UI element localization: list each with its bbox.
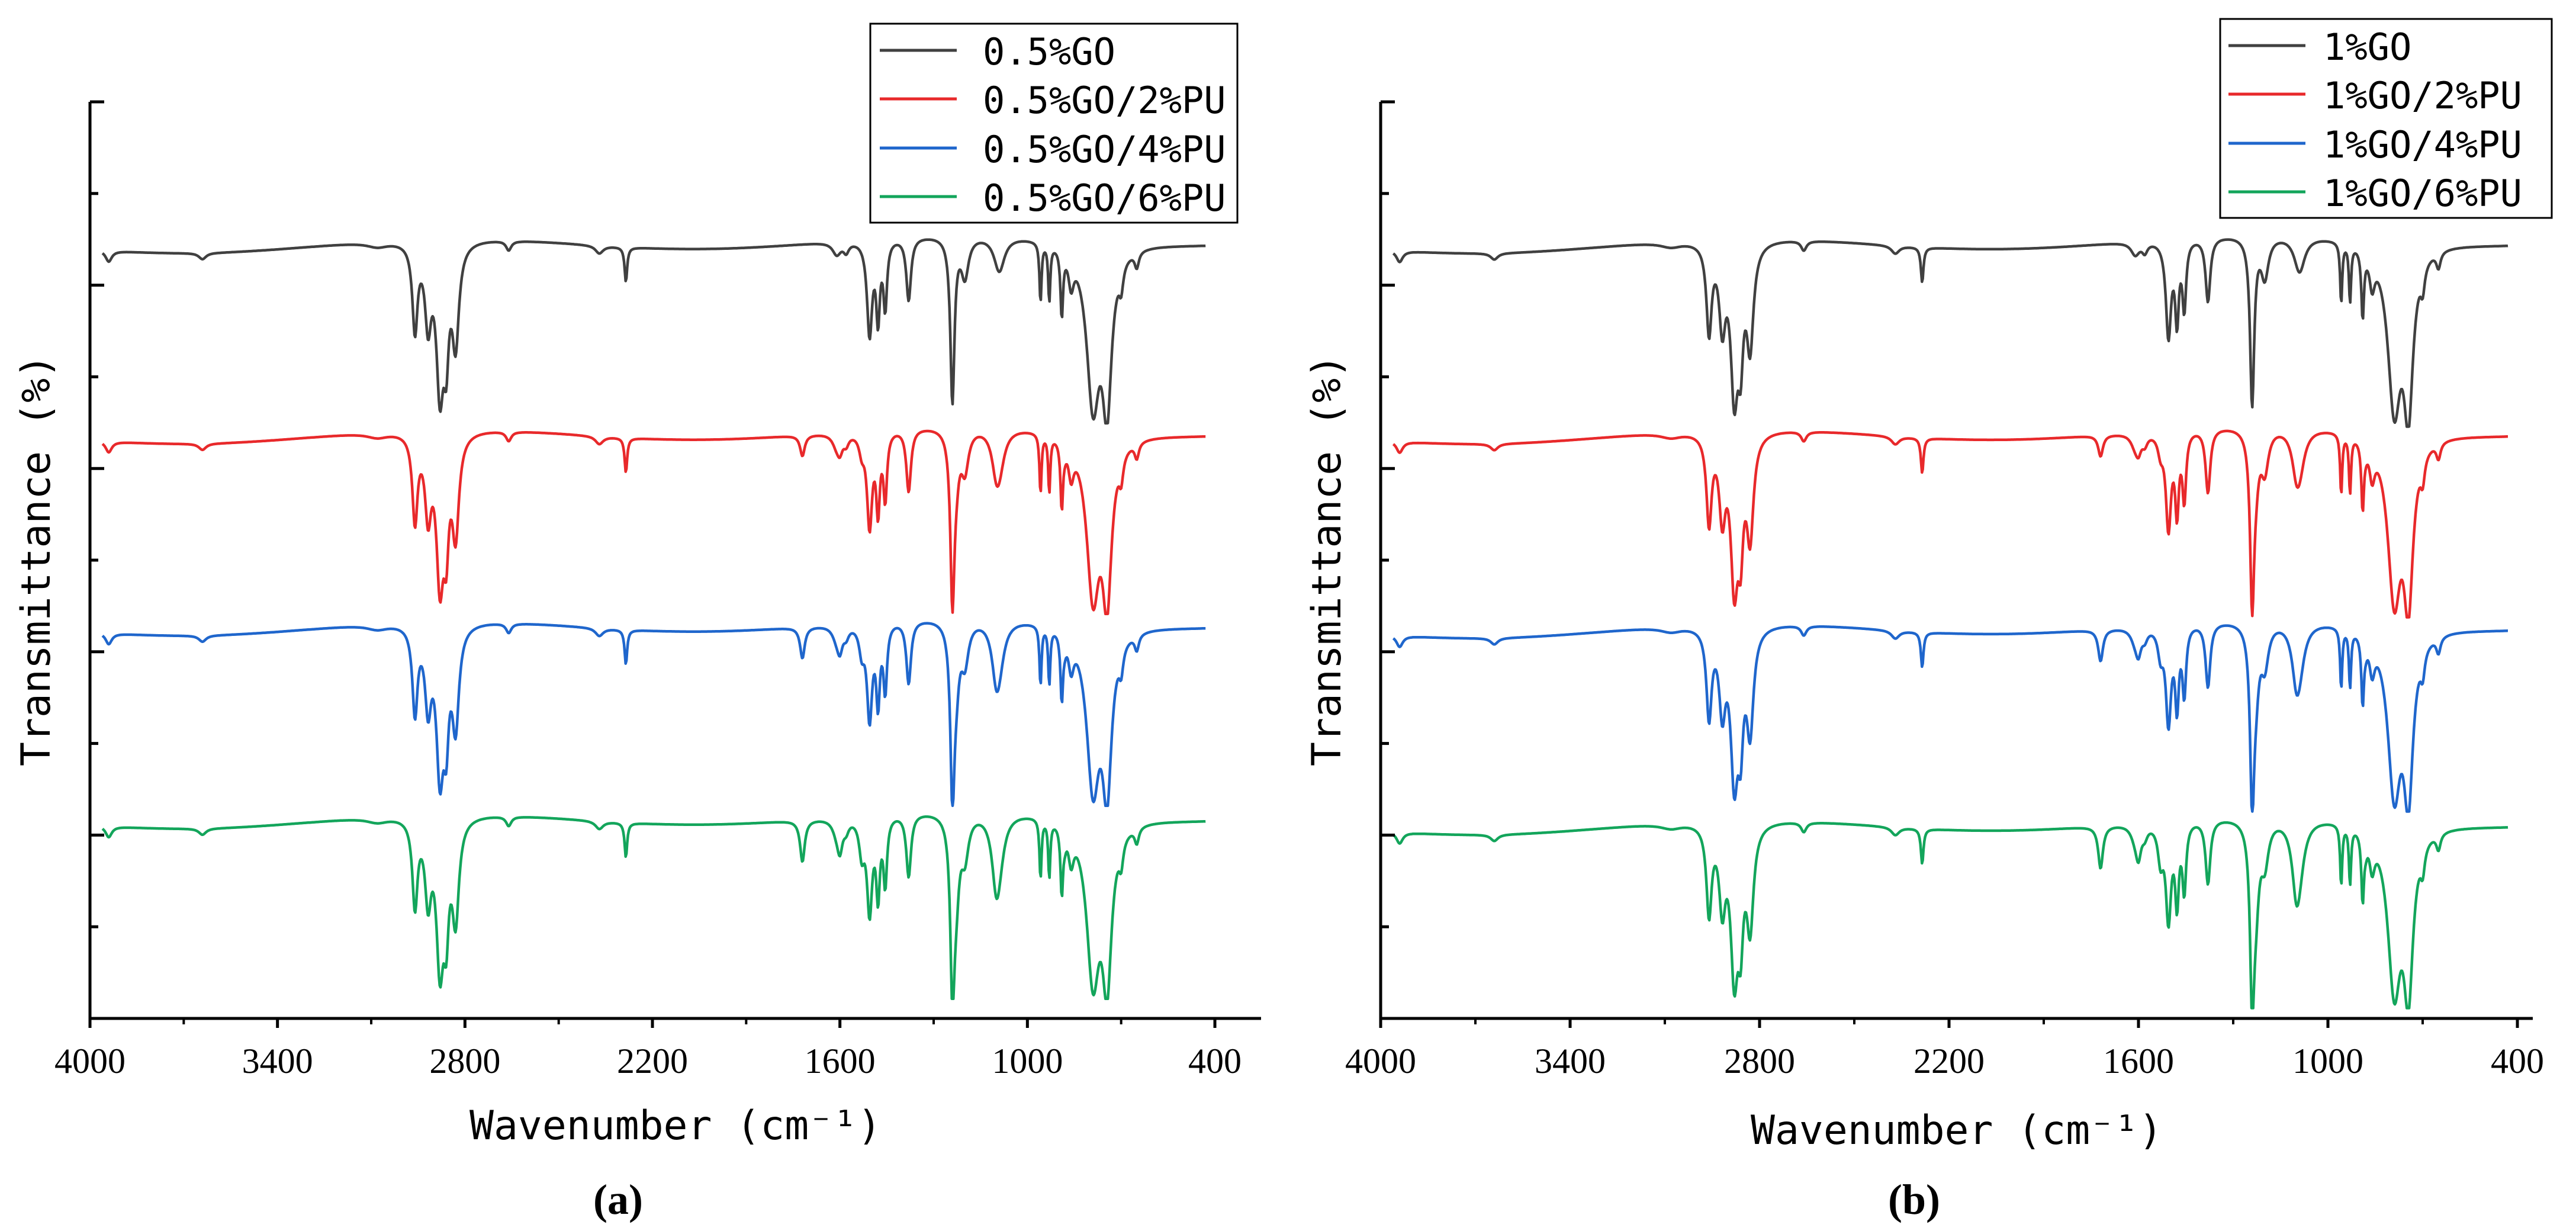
x-axis-label: Wavenumber (cm⁻¹) xyxy=(469,1103,882,1149)
legend-item: 0.5%GO xyxy=(880,30,1115,73)
legend-item: 0.5%GO/4%PU xyxy=(880,128,1226,171)
y-axis-label: Transmittance (%) xyxy=(13,354,60,766)
legend-label: 0.5%GO/2%PU xyxy=(983,79,1226,122)
legend-label: 0.5%GO/4%PU xyxy=(983,128,1226,171)
legend-box xyxy=(869,23,1239,224)
x-tick-label: 3400 xyxy=(1535,1042,1606,1081)
series-line xyxy=(1392,238,2509,428)
x-tick-label: 1000 xyxy=(992,1042,1063,1081)
x-axis-label: Wavenumber (cm⁻¹) xyxy=(1751,1107,2163,1154)
legend-box xyxy=(2219,18,2553,219)
x-tick-label: 2200 xyxy=(1913,1042,1985,1081)
series-layer xyxy=(101,238,1207,1001)
series-line xyxy=(101,622,1207,808)
x-tick-label: 4000 xyxy=(1345,1042,1416,1081)
y-axis-ticks xyxy=(1381,100,1395,1020)
panel-caption: (b) xyxy=(1888,1176,1940,1223)
legend-item: 1%GO/4%PU xyxy=(2228,123,2522,166)
chart-panel-a: 4000 3400 2800 2200 1600 1000 400 Wavenumber (… xyxy=(13,23,1261,1223)
legend: 1%GO 1%GO/2%PU 1%GO/4%PU 1%GO/6%PU xyxy=(2219,18,2553,219)
y-axis-label: Transmittance (%) xyxy=(1304,354,1350,766)
x-tick-label: 400 xyxy=(1188,1042,1242,1081)
x-tick-label: 4000 xyxy=(54,1042,126,1081)
x-tick-label: 2800 xyxy=(1724,1042,1795,1081)
x-tick-label: 1600 xyxy=(805,1042,876,1081)
x-tick-label: 3400 xyxy=(242,1042,313,1081)
legend-item: 0.5%GO/2%PU xyxy=(880,79,1226,122)
series-line xyxy=(101,815,1207,1001)
x-tick-label: 1600 xyxy=(2103,1042,2174,1081)
y-axis-ticks xyxy=(90,100,104,1020)
legend-label: 1%GO xyxy=(2323,25,2411,69)
legend-item: 1%GO xyxy=(2228,25,2411,69)
chart-panel-b: 4000 3400 2800 2200 1600 1000 400 Wavenumber (… xyxy=(1304,18,2553,1223)
legend-label: 0.5%GO xyxy=(983,30,1115,73)
legend-label: 1%GO/2%PU xyxy=(2323,74,2522,117)
legend-label: 1%GO/6%PU xyxy=(2323,172,2522,215)
series-line xyxy=(101,238,1207,425)
x-axis-ticks: 4000 3400 2800 2200 1600 1000 400 xyxy=(54,1018,1242,1081)
series-line xyxy=(1392,624,2509,813)
legend-item: 1%GO/2%PU xyxy=(2228,74,2522,117)
series-line xyxy=(1392,821,2509,1010)
x-tick-label: 400 xyxy=(2491,1042,2544,1081)
series-layer xyxy=(1392,238,2509,1010)
x-axis-ticks: 4000 3400 2800 2200 1600 1000 400 xyxy=(1345,1018,2544,1081)
legend-label: 0.5%GO/6%PU xyxy=(983,176,1226,220)
x-tick-label: 2200 xyxy=(617,1042,688,1081)
legend-item: 1%GO/6%PU xyxy=(2228,172,2522,215)
x-tick-label: 2800 xyxy=(429,1042,500,1081)
series-line xyxy=(1392,429,2509,619)
series-line xyxy=(101,429,1207,616)
legend-item: 0.5%GO/6%PU xyxy=(880,176,1226,220)
x-tick-label: 1000 xyxy=(2292,1042,2363,1081)
panel-caption: (a) xyxy=(593,1176,643,1223)
legend: 0.5%GO 0.5%GO/2%PU 0.5%GO/4%PU 0.5%GO/6%… xyxy=(869,23,1239,224)
legend-label: 1%GO/4%PU xyxy=(2323,123,2522,166)
